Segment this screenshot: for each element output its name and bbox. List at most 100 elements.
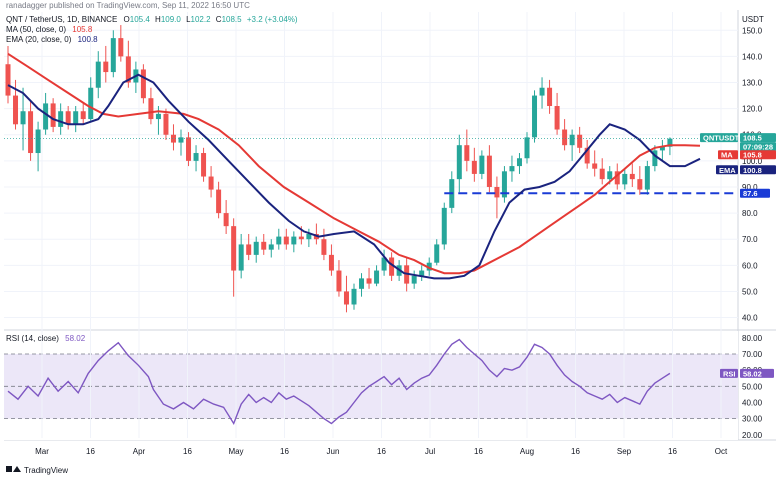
support-tag-text: 87.6 xyxy=(743,189,758,198)
time-axis[interactable]: Mar 16 Apr 16 May 16 Jun 16 Jul 16 Aug 16 Sep 16 Oct xyxy=(35,447,728,456)
legend-symbol-row[interactable]: QNT / TetherUS, 1D, BINANCE O105.4 H109.… xyxy=(6,15,298,24)
time-tick-label: Apr xyxy=(133,447,146,456)
candle-body xyxy=(50,103,56,127)
candle-body xyxy=(291,236,297,245)
candle-body xyxy=(298,236,304,240)
candle xyxy=(95,51,101,99)
candle-body xyxy=(261,241,267,250)
candle-body xyxy=(366,278,372,284)
price-tick-label: 150.0 xyxy=(742,26,763,35)
candle-body xyxy=(193,153,199,161)
candle-body xyxy=(509,166,515,172)
ohlc-low-label: L xyxy=(186,15,191,24)
tradingview-logo[interactable]: TradingView xyxy=(6,466,68,475)
ohlc-open-label: O xyxy=(124,15,130,24)
price-tick-label: 120.0 xyxy=(742,105,763,114)
candle-body xyxy=(464,145,470,161)
candle xyxy=(118,25,124,62)
candle xyxy=(381,249,387,276)
candle xyxy=(216,181,222,219)
candle xyxy=(170,124,176,151)
candle-body xyxy=(246,244,252,255)
candle-body xyxy=(186,137,192,161)
candle xyxy=(283,228,289,250)
time-tick-label: 16 xyxy=(668,447,677,456)
price-tags: QNTUSDT 108.507:09:28 MA 105.8 EMA 100.8 87.6 R… xyxy=(700,133,776,378)
candle xyxy=(201,147,207,182)
price-tick-label: 130.0 xyxy=(742,79,763,88)
candle xyxy=(238,233,244,279)
candle-body xyxy=(95,61,101,88)
candle xyxy=(434,239,440,266)
candle xyxy=(246,233,252,261)
candle xyxy=(501,166,507,203)
time-tick-label: Oct xyxy=(715,447,728,456)
price-tick-label: 60.0 xyxy=(742,261,758,270)
candle xyxy=(328,244,334,276)
ma-name-tag-box xyxy=(718,150,738,160)
candle-body xyxy=(343,291,349,305)
candle xyxy=(374,265,380,287)
candle xyxy=(65,106,71,130)
legend-ema-row[interactable]: EMA (20, close, 0) 100.8 xyxy=(6,35,98,44)
candle xyxy=(186,132,192,167)
legend-ma-row[interactable]: MA (50, close, 0) 105.8 xyxy=(6,25,93,34)
countdown-tag: 07:09:28 xyxy=(740,142,776,152)
price-tick-label: 140.0 xyxy=(742,52,763,61)
candle xyxy=(20,87,26,151)
candle-body xyxy=(644,166,650,190)
legend-rsi-row[interactable]: RSI (14, close) 58.02 xyxy=(6,334,86,343)
candle xyxy=(268,239,274,258)
countdown-tag-box xyxy=(740,142,776,152)
candle-body xyxy=(28,111,34,154)
candle xyxy=(359,273,365,297)
candle-body xyxy=(479,155,485,174)
candle-body xyxy=(306,233,312,240)
candle-body xyxy=(283,236,289,245)
candle-body xyxy=(592,163,598,169)
candle-body xyxy=(622,173,628,185)
candle xyxy=(306,228,312,248)
price-tick-label: 100.0 xyxy=(742,157,763,166)
time-tick-label: Jul xyxy=(425,447,435,456)
candle xyxy=(554,92,560,135)
candle-body xyxy=(58,111,64,127)
candle xyxy=(5,45,11,104)
candle xyxy=(366,267,372,289)
candle-body xyxy=(321,239,327,255)
ma-legend-label: MA (50, close, 0) xyxy=(6,25,66,34)
candle xyxy=(659,139,665,161)
candle xyxy=(35,121,41,172)
symbol-tag-box xyxy=(700,133,738,143)
candle xyxy=(456,134,462,193)
candle-body xyxy=(351,288,357,305)
time-tick-label: May xyxy=(228,447,243,456)
price-tick-label: 40.0 xyxy=(742,314,758,323)
ema-value-tag-text: 100.8 xyxy=(743,166,762,175)
publisher-line: ranadagger published on TradingView.com,… xyxy=(6,1,250,10)
candle xyxy=(592,150,598,177)
candle-body xyxy=(524,137,530,159)
ema-name-tag-text: EMA xyxy=(719,166,736,175)
grid-lines xyxy=(4,12,738,438)
rsi-tick-label: 30.00 xyxy=(742,415,763,424)
candle xyxy=(231,218,237,297)
candle-body xyxy=(178,137,184,143)
price-tick-label: 50.0 xyxy=(742,287,758,296)
candle xyxy=(532,90,538,143)
candle-body xyxy=(441,207,447,245)
candle xyxy=(622,168,628,190)
rsi-tick-label: 80.00 xyxy=(742,334,763,343)
time-tick-label: 16 xyxy=(571,447,580,456)
rsi-value-tag-text: 58.02 xyxy=(743,369,762,378)
candle xyxy=(509,155,515,182)
candle xyxy=(464,129,470,172)
candle-body xyxy=(554,106,560,130)
candle xyxy=(291,231,297,253)
candle xyxy=(569,129,575,161)
candle-body xyxy=(223,213,229,227)
candle xyxy=(351,283,357,310)
